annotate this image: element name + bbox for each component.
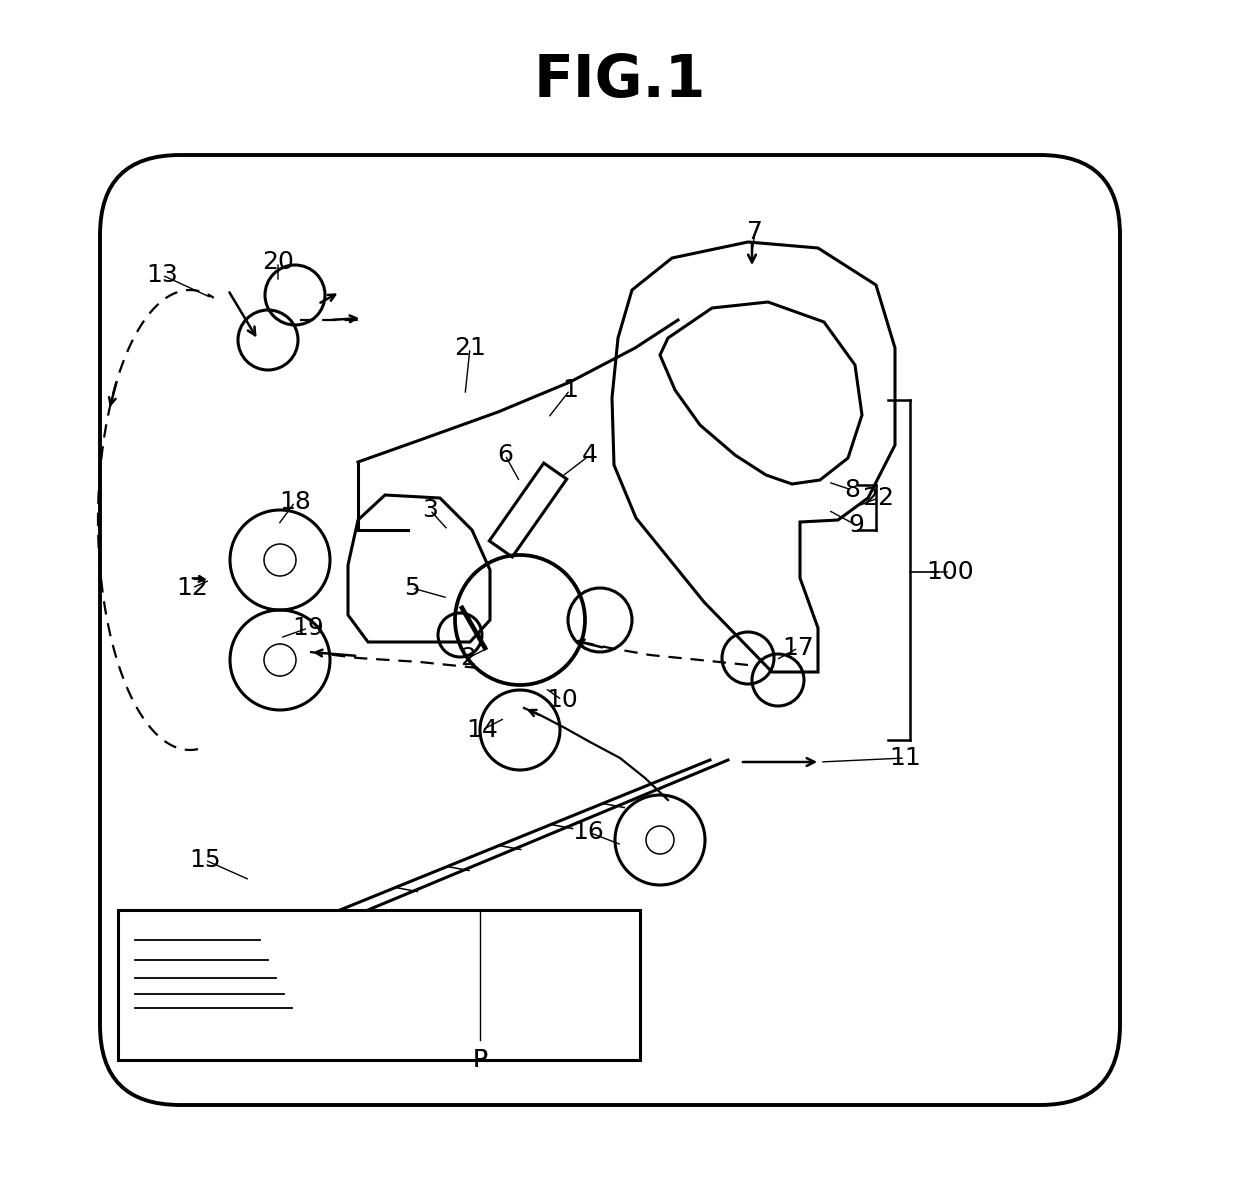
Text: 21: 21 (454, 336, 486, 360)
Text: 14: 14 (466, 718, 498, 742)
Text: 11: 11 (889, 746, 921, 770)
Text: 4: 4 (582, 443, 598, 467)
Text: 8: 8 (844, 477, 861, 502)
Text: 9: 9 (848, 513, 864, 536)
Text: 5: 5 (404, 577, 420, 600)
Text: 1: 1 (562, 378, 578, 402)
Text: 13: 13 (146, 263, 177, 286)
Text: 6: 6 (497, 443, 513, 467)
Text: FIG.1: FIG.1 (533, 52, 707, 108)
Text: 22: 22 (862, 486, 894, 511)
Text: P: P (472, 1048, 487, 1072)
Text: 100: 100 (926, 560, 973, 584)
Text: 20: 20 (262, 250, 294, 274)
Text: 3: 3 (422, 498, 438, 522)
Text: 19: 19 (293, 615, 324, 640)
Text: P: P (472, 1048, 487, 1072)
Text: 7: 7 (746, 220, 763, 244)
Text: 17: 17 (782, 635, 813, 660)
Text: 16: 16 (572, 821, 604, 844)
Text: 12: 12 (176, 577, 208, 600)
Text: 15: 15 (190, 848, 221, 872)
Text: 2: 2 (460, 646, 476, 670)
Text: 18: 18 (279, 490, 311, 514)
FancyBboxPatch shape (100, 154, 1120, 1105)
Text: 10: 10 (546, 689, 578, 712)
